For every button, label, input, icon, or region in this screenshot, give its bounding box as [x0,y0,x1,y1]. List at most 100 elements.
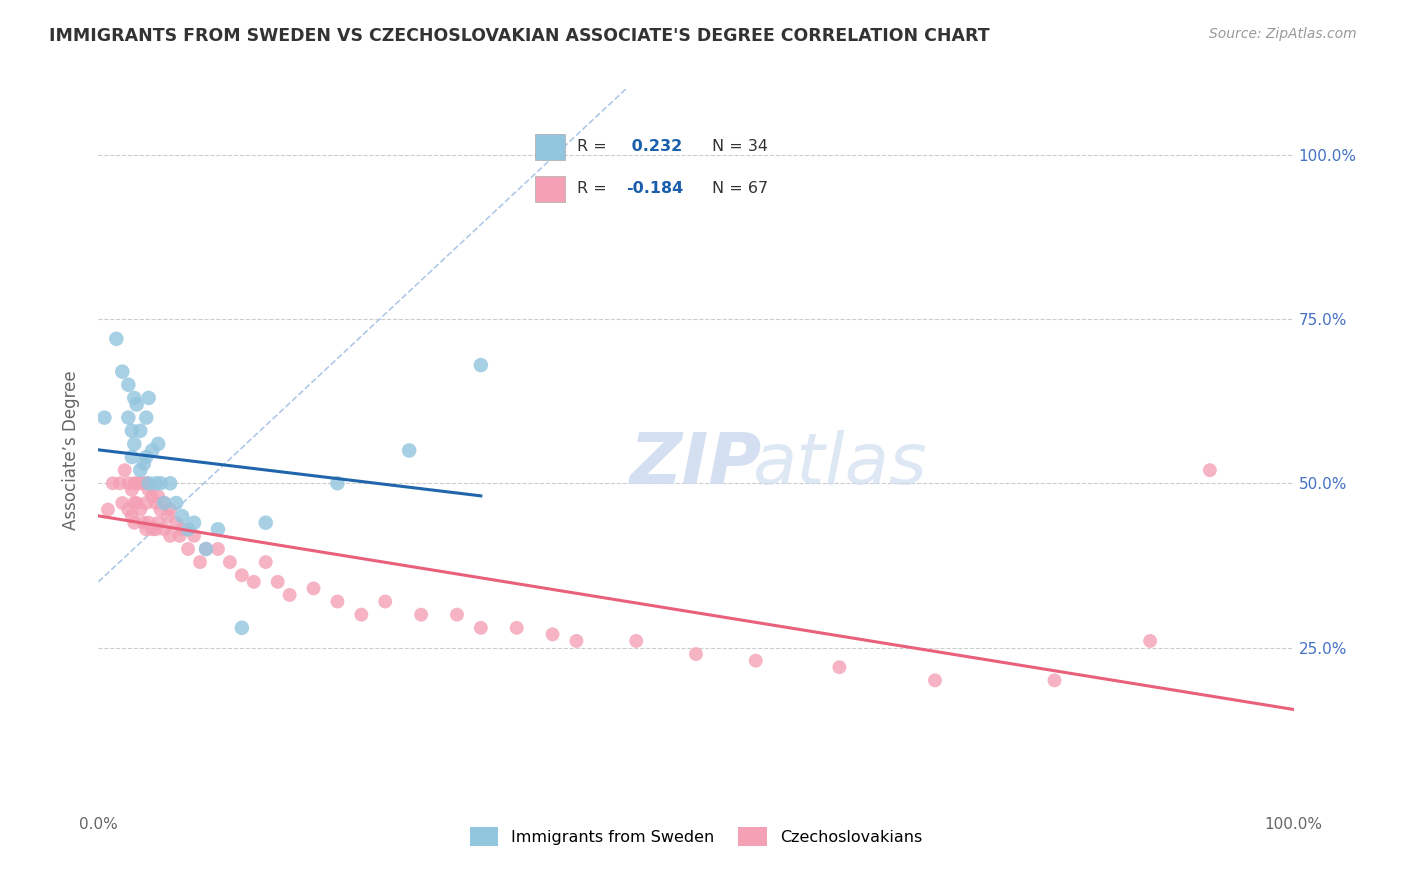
Point [172,509,194,524]
Text: ZIP: ZIP [630,431,762,500]
Point [148,516,170,530]
Point [124,476,146,491]
Point [183,529,205,543]
Point [169,529,191,543]
Point [145,476,167,491]
Text: atlas: atlas [752,431,927,500]
Point [124,496,146,510]
Point [219,555,242,569]
Point [183,516,205,530]
Point [159,529,181,543]
Point [326,594,349,608]
Point [207,541,229,556]
Point [129,463,152,477]
Point [117,410,139,425]
Point [924,673,946,688]
Point [121,483,143,497]
Point [153,496,176,510]
Point [121,424,143,438]
Point [195,541,218,556]
Point [111,365,134,379]
Point [350,607,373,622]
Point [145,496,167,510]
Point [125,397,148,411]
Point [828,660,851,674]
Point [374,594,396,608]
Point [149,502,172,516]
Point [138,391,160,405]
Point [278,588,301,602]
Point [149,476,172,491]
Point [135,522,157,536]
Point [121,450,143,464]
Point [132,516,155,530]
Point [446,607,468,622]
Point [177,541,200,556]
Point [135,410,157,425]
Point [254,555,277,569]
Point [207,522,229,536]
Point [156,509,179,524]
Point [117,476,139,491]
Point [231,568,253,582]
Point [108,476,131,491]
Point [153,522,176,536]
Point [141,522,163,536]
Point [470,621,492,635]
Point [145,522,167,536]
Point [177,522,200,536]
Point [124,437,146,451]
Point [411,607,433,622]
Point [172,522,194,536]
Point [129,424,152,438]
Point [153,496,176,510]
Point [132,457,155,471]
Point [105,332,128,346]
Point [124,391,146,405]
Point [135,476,157,491]
Point [114,463,136,477]
Point [745,654,768,668]
Point [1043,673,1066,688]
Point [159,476,181,491]
Point [254,516,277,530]
Point [506,621,529,635]
Point [138,516,160,530]
Point [97,502,120,516]
Point [302,582,325,596]
Point [141,443,163,458]
Point [470,358,492,372]
Point [326,476,349,491]
Point [93,410,115,425]
Point [685,647,707,661]
Point [141,490,163,504]
Point [135,496,157,510]
Point [132,476,155,491]
Point [129,476,152,491]
Text: IMMIGRANTS FROM SWEDEN VS CZECHOSLOVAKIAN ASSOCIATE'S DEGREE CORRELATION CHART: IMMIGRANTS FROM SWEDEN VS CZECHOSLOVAKIA… [49,27,990,45]
Point [165,496,187,510]
Point [101,476,124,491]
Point [117,502,139,516]
Point [267,574,290,589]
Point [125,476,148,491]
Point [124,516,146,530]
Point [117,377,139,392]
Point [231,621,253,635]
Point [565,634,588,648]
Point [165,516,187,530]
Point [138,476,160,491]
Point [148,437,170,451]
Point [541,627,564,641]
Point [135,450,157,464]
Point [1199,463,1222,477]
Point [188,555,211,569]
Point [159,502,181,516]
Text: Source: ZipAtlas.com: Source: ZipAtlas.com [1209,27,1357,41]
Legend: Immigrants from Sweden, Czechoslovakians: Immigrants from Sweden, Czechoslovakians [461,819,931,855]
Point [129,502,152,516]
Point [111,496,134,510]
Y-axis label: Associate’s Degree: Associate’s Degree [62,371,80,530]
Point [398,443,420,458]
Point [195,541,218,556]
